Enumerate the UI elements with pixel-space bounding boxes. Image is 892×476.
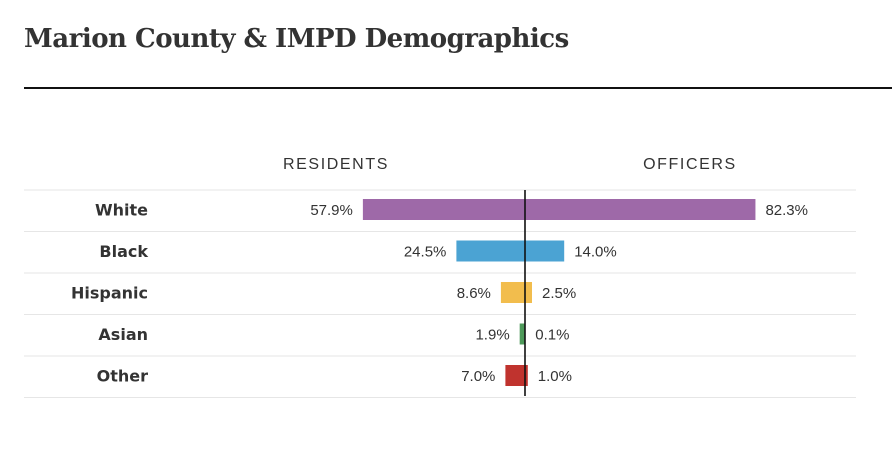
value-label-officers: 0.1% <box>535 327 569 344</box>
value-label-officers: 1.0% <box>538 368 572 385</box>
row-black: Black 24.5% 14.0% <box>99 240 617 262</box>
bar-officers-white <box>525 199 756 220</box>
row-other: Other 7.0% 1.0% <box>97 365 572 386</box>
category-label: Hispanic <box>71 284 148 303</box>
residents-header: RESIDENTS <box>283 156 389 173</box>
row-asian: Asian 1.9% 0.1% <box>98 323 569 345</box>
value-label-residents: 57.9% <box>310 202 353 219</box>
bar-officers-other <box>525 365 528 386</box>
value-label-residents: 1.9% <box>475 327 509 344</box>
title-divider <box>24 87 892 89</box>
gridlines <box>24 189 856 398</box>
category-label: Black <box>99 242 148 261</box>
value-label-officers: 14.0% <box>574 244 617 261</box>
bar-residents-black <box>456 240 525 262</box>
category-label: Other <box>97 367 148 386</box>
value-label-residents: 8.6% <box>457 285 491 302</box>
category-label: White <box>95 201 148 220</box>
bar-residents-other <box>505 365 525 386</box>
bar-officers-black <box>525 240 565 262</box>
bar-residents-hispanic <box>500 282 525 303</box>
chart-rows: White 57.9% 82.3% Black 24.5% 14.0% Hispanic 8.… <box>71 199 808 386</box>
value-label-residents: 24.5% <box>404 244 447 261</box>
row-white: White 57.9% 82.3% <box>95 199 808 220</box>
value-label-residents: 7.0% <box>461 368 495 385</box>
value-label-officers: 2.5% <box>542 285 576 302</box>
officers-header: OFFICERS <box>643 156 737 173</box>
row-hispanic: Hispanic 8.6% 2.5% <box>71 282 576 303</box>
chart-title: Marion County & IMPD Demographics <box>24 24 569 54</box>
value-label-officers: 82.3% <box>765 202 808 219</box>
bar-residents-white <box>362 199 525 220</box>
bar-residents-asian <box>519 323 525 345</box>
category-label: Asian <box>98 325 148 344</box>
bar-officers-hispanic <box>525 282 532 303</box>
